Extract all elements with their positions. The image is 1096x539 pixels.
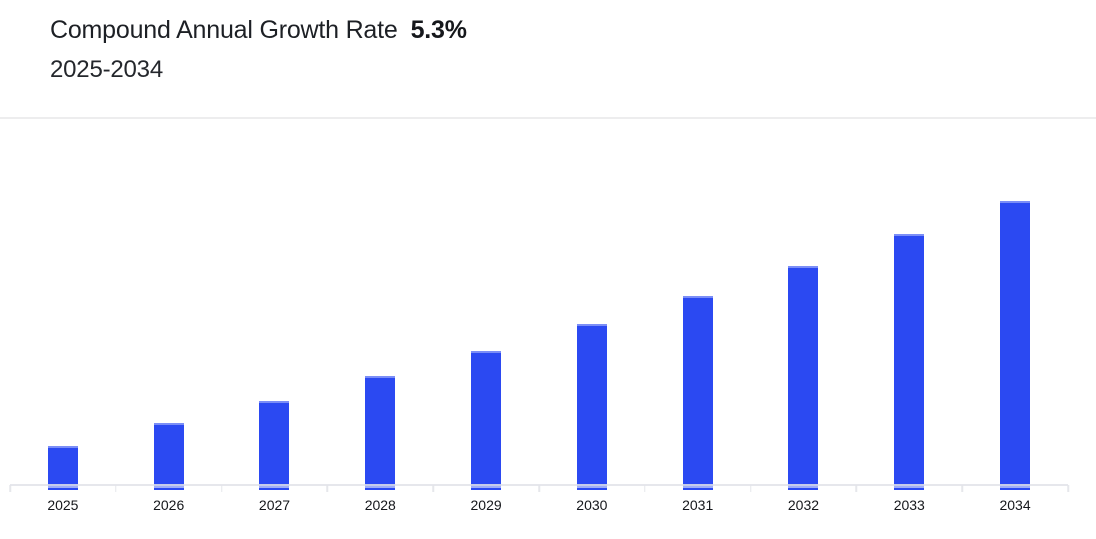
x-axis-tick [220, 484, 223, 492]
bar-band [539, 150, 645, 490]
bar-band [433, 150, 539, 490]
x-axis-tick [115, 484, 117, 492]
x-axis-tick [326, 484, 329, 492]
cagr-value: 5.3% [410, 16, 467, 44]
bar-band [751, 150, 857, 490]
bar-2029[interactable] [471, 351, 502, 490]
bar-chart [9, 150, 1069, 492]
x-axis-label: 2028 [364, 497, 396, 513]
bar-band [962, 150, 1068, 490]
x-axis-label: 2026 [153, 497, 185, 513]
title-row: Compound Annual Growth Rate 5.3% [50, 16, 467, 45]
bar-2030[interactable] [576, 324, 607, 490]
bar-2027[interactable] [259, 401, 290, 490]
x-axis-label: 2030 [576, 497, 608, 513]
bar-band [645, 150, 751, 490]
bar-band [222, 150, 328, 490]
x-axis-label: 2034 [999, 497, 1031, 513]
bar-2034[interactable] [1000, 201, 1031, 490]
x-axis-label: 2033 [893, 497, 925, 513]
x-axis-line [10, 484, 1068, 486]
x-axis-label: 2027 [258, 497, 291, 513]
bar-2026[interactable] [153, 423, 184, 490]
x-axis-tick [855, 484, 858, 492]
bar-band [327, 150, 433, 490]
bar-band [856, 150, 962, 490]
plot-bands [10, 150, 1068, 490]
page-title: Compound Annual Growth Rate [50, 16, 398, 44]
x-axis-tick [9, 484, 11, 492]
bar-2028[interactable] [365, 376, 396, 490]
x-axis-label: 2025 [47, 497, 79, 513]
x-axis-tick [538, 484, 540, 492]
bar-2031[interactable] [682, 296, 713, 490]
x-axis-tick [1067, 484, 1069, 492]
x-axis-labels: 2025 2026 2027 2028 2029 2030 2031 2032 2033 2034 [10, 497, 1068, 513]
x-axis-tick [749, 484, 752, 492]
x-axis-label: 2029 [470, 497, 502, 513]
chart-subtitle: 2025-2034 [50, 56, 163, 83]
x-axis-label: 2032 [787, 497, 820, 513]
bar-2032[interactable] [788, 266, 819, 490]
x-axis-tick [961, 484, 963, 492]
bar-band [116, 150, 222, 490]
bar-2025[interactable] [47, 446, 78, 490]
x-axis-label: 2031 [682, 497, 714, 513]
bar-2033[interactable] [894, 234, 925, 490]
x-axis-tick [432, 484, 434, 492]
header-divider [0, 117, 1096, 119]
x-axis-tick [644, 484, 646, 492]
bar-band [10, 150, 116, 490]
chart-header: Compound Annual Growth Rate 5.3% 2025-20… [50, 16, 467, 84]
